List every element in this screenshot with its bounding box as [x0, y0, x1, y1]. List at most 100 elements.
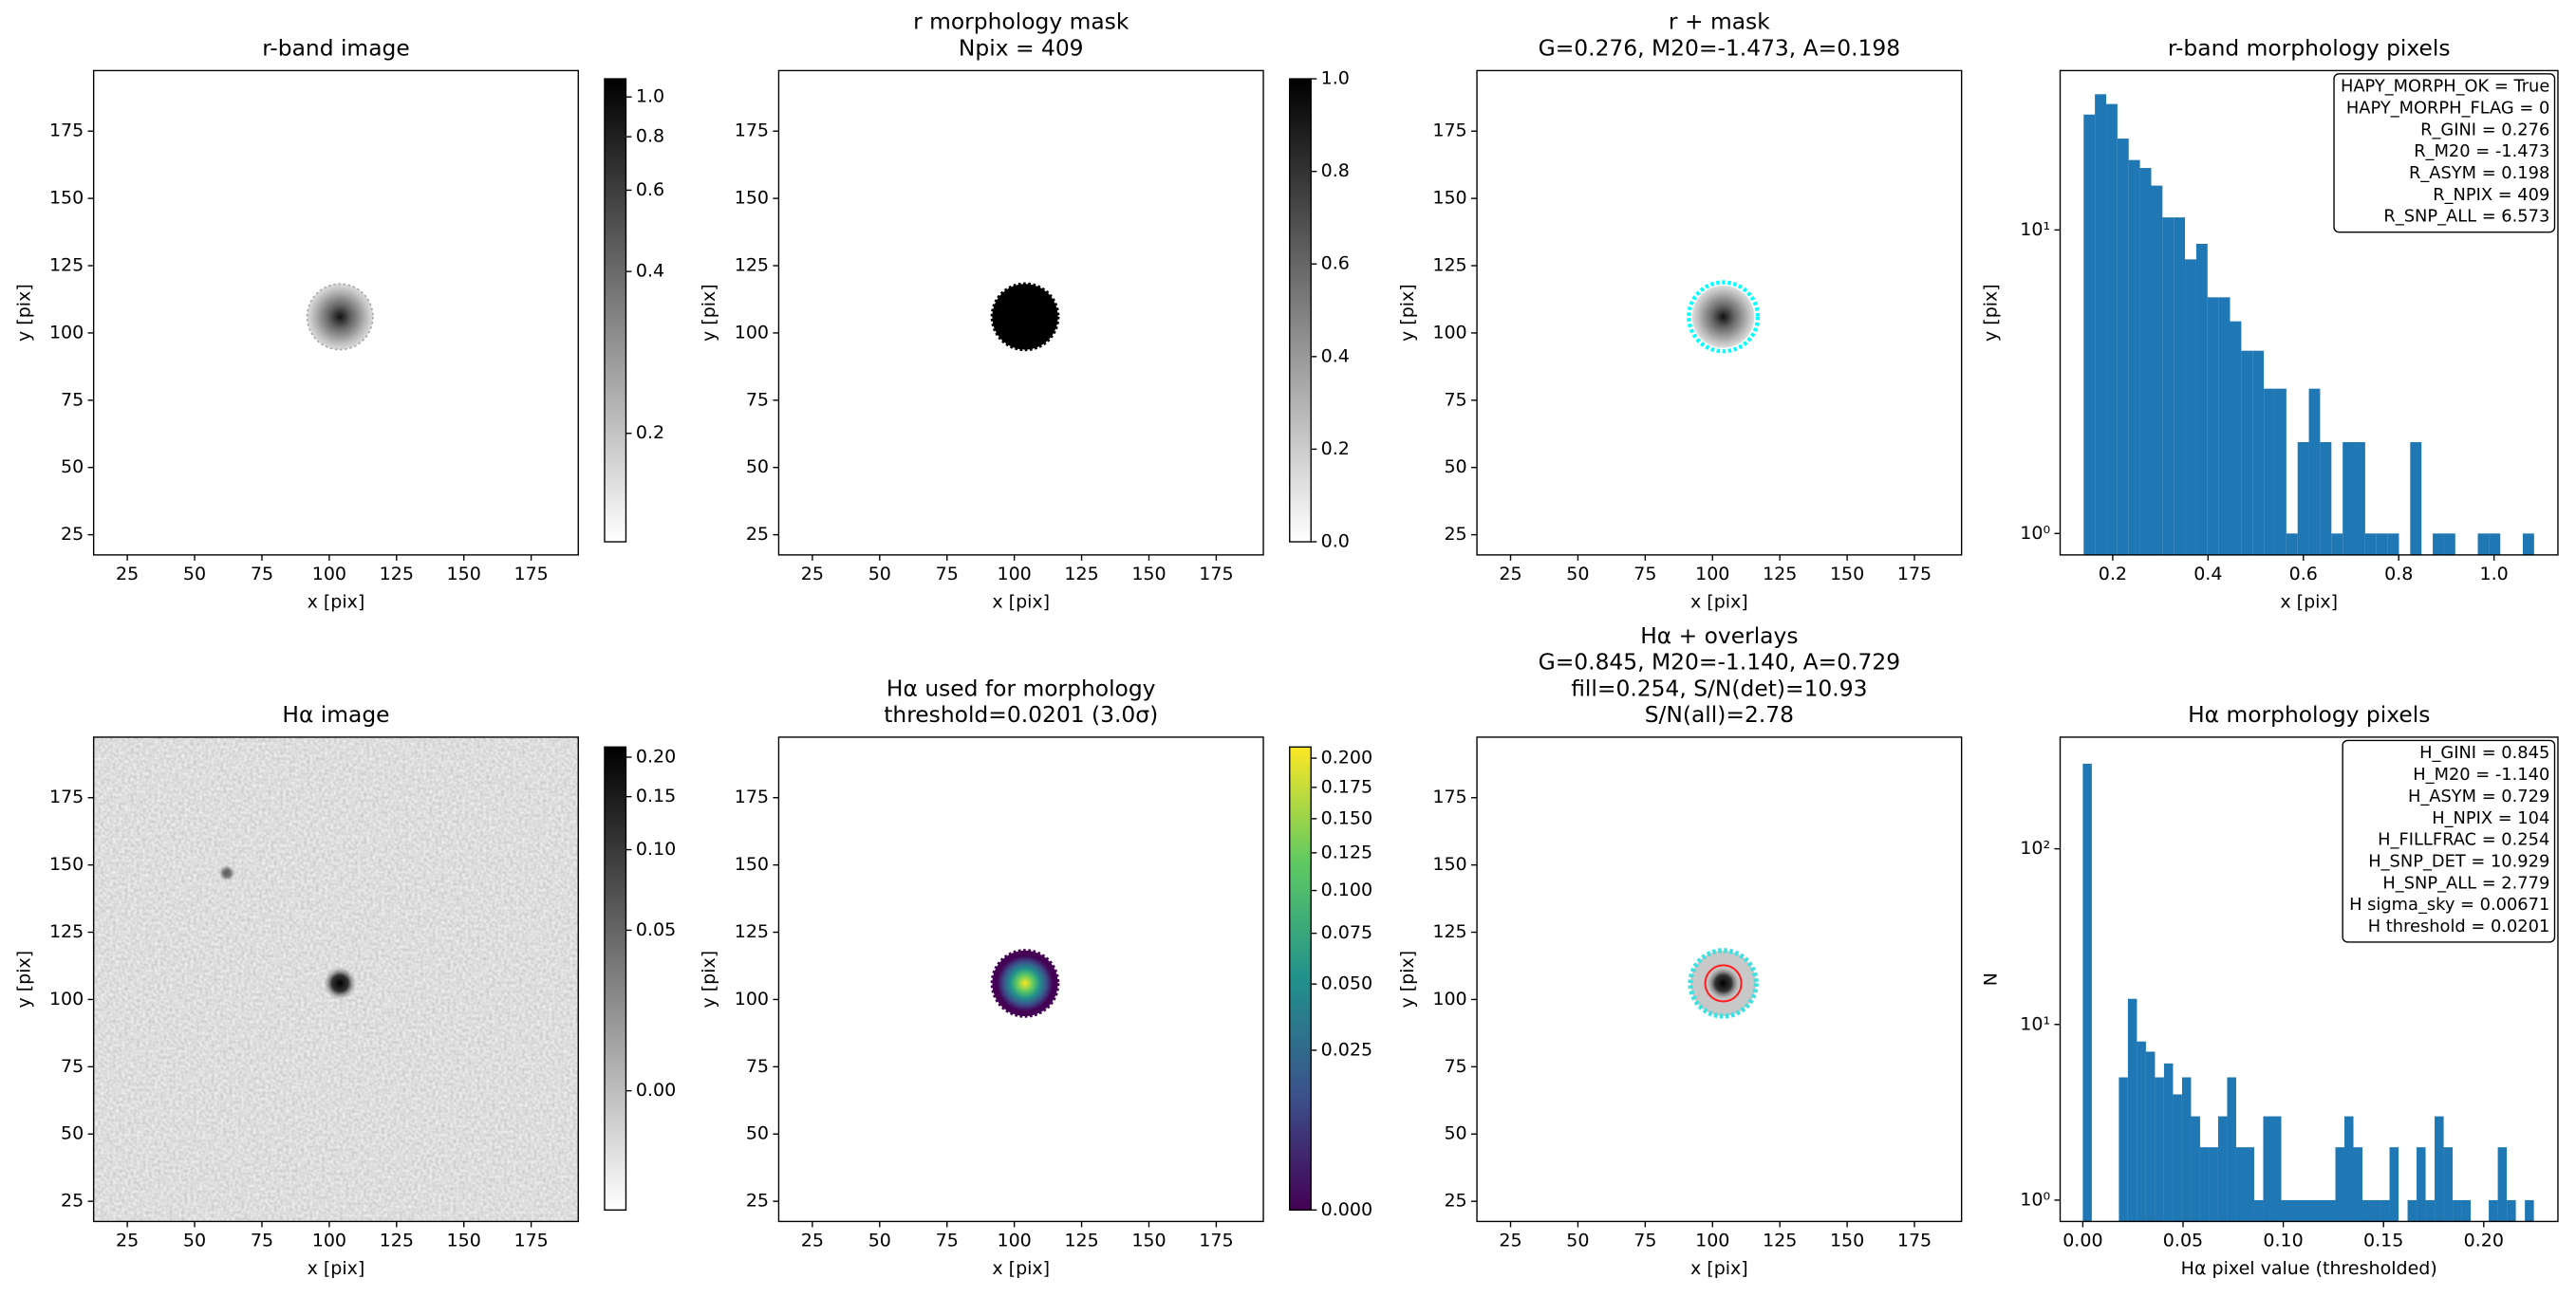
- y-tick-label: 10⁰: [2020, 523, 2050, 544]
- y-tick-label: 75: [1444, 1056, 1466, 1077]
- y-tick-label: 150: [735, 854, 769, 875]
- x-tick-label: 0.8: [2384, 564, 2413, 584]
- panel: 25 50 75 100 125 150 175 25 50 75 100 125 150 175 x [p…: [13, 34, 664, 612]
- y-tick-label: 75: [61, 1056, 84, 1077]
- histogram-bar: [2407, 1199, 2417, 1222]
- x-tick-label: 50: [868, 1231, 891, 1251]
- histogram-bar: [2317, 1199, 2327, 1222]
- histogram-bar: [2151, 185, 2163, 555]
- panel-title: Hα image: [282, 701, 389, 728]
- axes-frame: [777, 736, 1264, 1223]
- x-tick-label: 1.0: [2480, 564, 2509, 584]
- y-tick-label: 175: [49, 787, 84, 807]
- x-tick-label: 25: [801, 564, 824, 584]
- histogram-bar: [2489, 1199, 2498, 1222]
- colorbar: [1289, 78, 1312, 543]
- plot-area: [990, 282, 1060, 352]
- plot-area: [93, 736, 579, 1222]
- x-tick-label: 75: [936, 1231, 959, 1251]
- histogram-bar: [2106, 103, 2118, 555]
- y-tick-label: 175: [735, 120, 769, 141]
- y-tick-label: 100: [49, 322, 84, 343]
- y-tick-label: 175: [49, 120, 84, 141]
- colorbar-tick-label: 0.050: [1321, 973, 1372, 994]
- histogram-bar: [2417, 1147, 2426, 1222]
- y-axis-label: y [pix]: [1397, 284, 1418, 342]
- stats-line: H_SNP_ALL = 2.779: [2382, 873, 2549, 893]
- histogram-bar: [2127, 998, 2137, 1222]
- histogram-bar: [2435, 1116, 2444, 1222]
- panel-title: r morphology mask: [913, 9, 1129, 35]
- stats-line: H_FILLFRAC = 0.254: [2378, 830, 2549, 850]
- axes-frame: [92, 736, 579, 1223]
- x-tick-label: 100: [1695, 1231, 1729, 1251]
- axes-frame: [2059, 69, 2559, 556]
- y-tick-label: 50: [61, 456, 84, 477]
- histogram-bar: [2477, 533, 2490, 555]
- stats-line: H_M20 = -1.140: [2413, 765, 2549, 785]
- y-tick-label: 10⁰: [2020, 1189, 2050, 1210]
- x-tick-label: 50: [183, 1231, 206, 1251]
- histogram-bar: [2522, 533, 2534, 555]
- x-tick-label: 100: [312, 1231, 346, 1251]
- y-tick-label: 75: [746, 389, 769, 410]
- mask-blob: [990, 282, 1060, 352]
- stats-line: R_NPIX = 409: [2433, 185, 2549, 205]
- stats-box: [2342, 739, 2556, 943]
- histogram-bar: [2227, 1077, 2236, 1222]
- y-tick-label: 25: [1444, 1191, 1466, 1212]
- axes-frame: [92, 69, 579, 556]
- colorbar-tick-label: 0.15: [636, 786, 676, 806]
- x-tick-label: 100: [1695, 564, 1729, 584]
- x-tick-label: 175: [1897, 1231, 1932, 1251]
- x-tick-label: 125: [380, 564, 414, 584]
- y-tick-label: 175: [1432, 787, 1466, 807]
- histogram-bar: [2199, 1147, 2210, 1222]
- y-tick-label: 125: [49, 921, 84, 942]
- colorbar-tick-label: 0.175: [1321, 776, 1372, 797]
- colorbar-tick-label: 0.4: [636, 261, 664, 282]
- x-tick-label: 50: [1566, 564, 1589, 584]
- histogram-bar: [2387, 533, 2399, 555]
- colorbar-tick-label: 0.025: [1321, 1039, 1372, 1060]
- colorbar-tick-label: 0.20: [636, 747, 676, 768]
- y-tick-label: 75: [1444, 389, 1466, 410]
- y-tick-label: 150: [49, 188, 84, 209]
- y-tick-label: 50: [1444, 456, 1466, 477]
- x-tick-label: 25: [1499, 564, 1521, 584]
- y-tick-label: 25: [61, 1191, 84, 1212]
- y-tick-label: 10²: [2020, 838, 2050, 859]
- x-tick-label: 0.00: [2063, 1231, 2102, 1251]
- panel-title: r-band image: [262, 34, 410, 61]
- histogram-bar: [2364, 533, 2377, 555]
- x-tick-label: 125: [1763, 564, 1797, 584]
- y-axis-label: y [pix]: [699, 284, 719, 342]
- histogram-bar: [2274, 388, 2287, 555]
- colorbar-tick-label: 0.8: [1321, 160, 1350, 181]
- x-axis-label: x [pix]: [2280, 592, 2338, 613]
- colorbar: [604, 746, 627, 1211]
- y-tick-label: 125: [735, 255, 769, 276]
- histogram-bar: [2344, 1116, 2354, 1222]
- x-tick-label: 0.10: [2263, 1231, 2303, 1251]
- histogram-bar: [2191, 1116, 2200, 1222]
- histogram-bar: [2489, 533, 2501, 555]
- histogram-bar: [2083, 114, 2096, 555]
- y-tick-label: 50: [1444, 1123, 1466, 1144]
- x-tick-label: 150: [1131, 564, 1166, 584]
- axes-frame: [2059, 736, 2559, 1223]
- histogram-bar: [2343, 441, 2355, 555]
- colorbar-tick-label: 0.10: [636, 839, 676, 860]
- x-tick-label: 125: [1064, 564, 1098, 584]
- histogram-bar: [2299, 1199, 2308, 1222]
- plot-area: [1687, 280, 1761, 354]
- x-tick-label: 150: [1830, 564, 1864, 584]
- stats-line: H_SNP_DET = 10.929: [2368, 851, 2549, 871]
- y-tick-label: 100: [1432, 989, 1466, 1010]
- x-axis-label: x [pix]: [308, 592, 365, 613]
- secondary-blob: [218, 864, 235, 881]
- y-axis-label: y [pix]: [1980, 284, 2001, 342]
- stats-line: HAPY_MORPH_OK = True: [2341, 77, 2549, 97]
- panel-title: G=0.276, M20=-1.473, A=0.198: [1539, 34, 1900, 61]
- stats-line: H_ASYM = 0.729: [2408, 787, 2549, 806]
